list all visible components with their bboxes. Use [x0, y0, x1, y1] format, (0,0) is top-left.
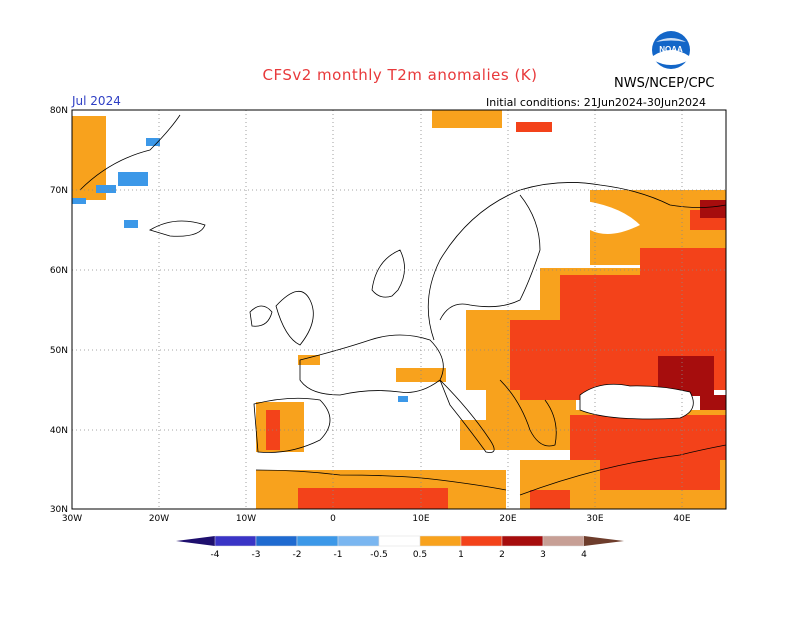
lat-label: 60N: [50, 266, 68, 276]
lon-label: 10W: [236, 514, 256, 524]
legend-swatch: [378, 535, 421, 547]
legend-swatch: [255, 535, 298, 547]
legend-arrow-left: [176, 536, 215, 546]
legend-label: -2: [293, 550, 302, 560]
lon-label: 40E: [673, 514, 690, 524]
legend-swatch: [419, 535, 462, 547]
legend-label: 2: [499, 550, 505, 560]
legend-label: -0.5: [370, 550, 388, 560]
agency-label: NWS/NCEP/CPC: [614, 76, 715, 91]
lat-label: 80N: [50, 106, 68, 116]
legend-swatch: [214, 535, 257, 547]
legend-label: 0.5: [413, 550, 427, 560]
legend-label: 3: [540, 550, 546, 560]
legend-label: -1: [334, 550, 343, 560]
map-frame: [71, 109, 727, 510]
logo-text: NOAA: [659, 45, 683, 54]
coastlines: [79, 114, 726, 496]
legend-arrow-right: [584, 536, 624, 546]
lon-label: 20E: [499, 514, 516, 524]
forecast-month: Jul 2024: [72, 94, 121, 108]
lat-label: 50N: [50, 346, 68, 356]
legend-swatch: [460, 535, 503, 547]
legend-swatch: [337, 535, 380, 547]
lat-label: 70N: [50, 186, 68, 196]
lon-axis: 30W 20W 10W 0 10E 20E 30E 40E: [62, 514, 691, 524]
legend-swatch: [501, 535, 544, 547]
legend-label: -3: [252, 550, 261, 560]
lon-label: 30W: [62, 514, 82, 524]
color-legend: -4 -3 -2 -1 -0.5 0.5 1 2 3 4: [176, 535, 624, 560]
lat-label: 40N: [50, 426, 68, 436]
anomaly-field: [72, 110, 726, 509]
lat-axis: 80N 70N 60N 50N 40N 30N: [50, 106, 68, 515]
legend-swatch: [296, 535, 339, 547]
lon-label: 20W: [149, 514, 169, 524]
lon-label: 30E: [586, 514, 603, 524]
lon-label: 0: [330, 514, 336, 524]
grid-lines: [72, 110, 726, 509]
lat-label: 30N: [50, 505, 68, 515]
noaa-logo: NOAA: [652, 31, 690, 69]
legend-label: 1: [458, 550, 464, 560]
legend-label: -4: [211, 550, 220, 560]
initial-conditions: Initial conditions: 21Jun2024-30Jun2024: [486, 96, 707, 109]
lon-label: 10E: [412, 514, 429, 524]
legend-label: 4: [581, 550, 587, 560]
legend-swatch: [542, 535, 585, 547]
map-title: CFSv2 monthly T2m anomalies (K): [262, 66, 538, 84]
